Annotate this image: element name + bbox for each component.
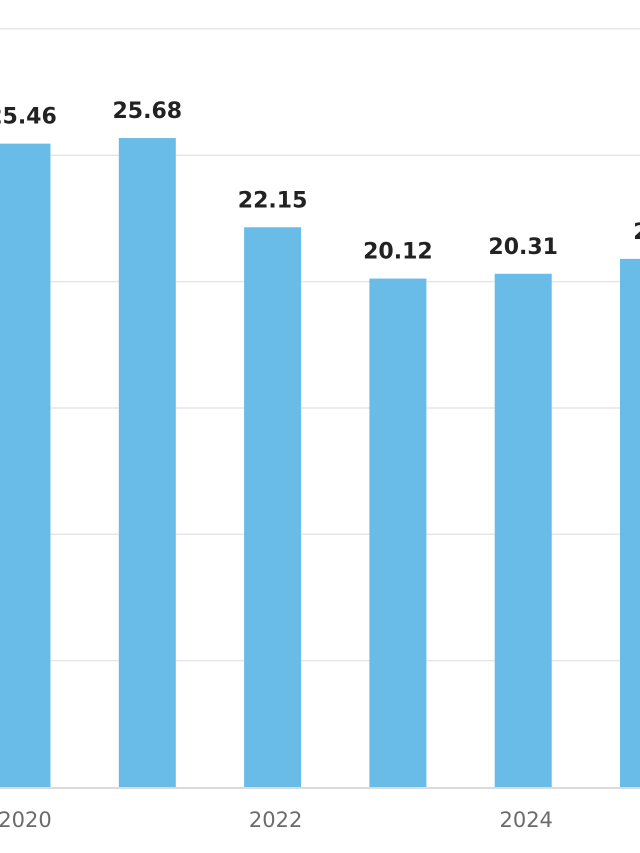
x-tick-label: 2022 xyxy=(249,808,302,832)
x-tick-label: 2024 xyxy=(499,808,552,832)
bar-value-label: 20 xyxy=(633,220,640,245)
bar xyxy=(118,138,176,787)
bar xyxy=(244,227,302,787)
bars xyxy=(0,138,640,787)
bar xyxy=(369,278,427,787)
bar-value-label: 25.68 xyxy=(113,99,183,124)
bar-value-label: 20.12 xyxy=(363,240,433,265)
value-labels: 25.46 25.68 22.15 20.12 20.31 20 xyxy=(0,99,640,265)
bar xyxy=(494,273,552,787)
bar-value-label: 25.46 xyxy=(0,105,57,130)
bar xyxy=(0,143,51,787)
bar-value-label: 22.15 xyxy=(238,188,308,213)
bar-value-label: 20.31 xyxy=(488,235,558,260)
x-tick-label: 2020 xyxy=(0,808,52,832)
x-tick-labels: 2020 2022 2024 xyxy=(0,808,553,832)
bar xyxy=(620,258,640,787)
